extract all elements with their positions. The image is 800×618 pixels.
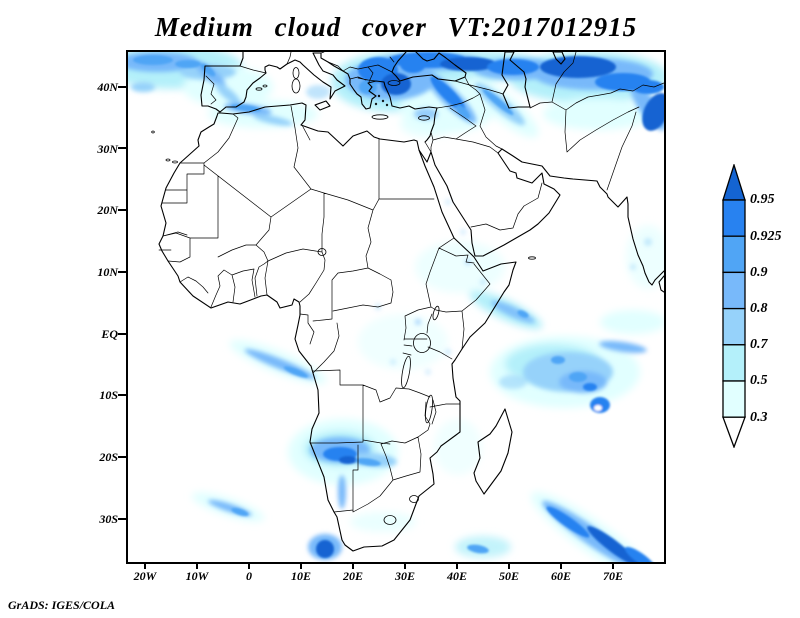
lon-label-50e: 50E <box>498 569 519 583</box>
lat-label-eq: EQ <box>101 327 118 341</box>
lon-label-30e: 30E <box>394 569 415 583</box>
lat-tick <box>118 86 126 88</box>
lat-label-40n: 40N <box>97 80 118 94</box>
lat-tick <box>118 394 126 396</box>
lat-label-10n: 10N <box>97 265 118 279</box>
lon-label-60e: 60E <box>550 569 571 583</box>
cloud-shading-layer <box>128 52 664 562</box>
coastline-layer <box>151 52 664 552</box>
lon-tick <box>560 562 562 569</box>
lon-label-40e: 40E <box>446 569 467 583</box>
colorbar-label: 0.8 <box>750 301 768 316</box>
lat-label-20n: 20N <box>97 203 118 217</box>
lat-tick <box>118 456 126 458</box>
lat-label-30n: 30N <box>97 142 118 156</box>
lon-label-10w: 10W <box>185 569 209 583</box>
colorbar-segment <box>722 235 746 274</box>
lon-label-0: 0 <box>246 569 252 583</box>
country-border-layer <box>158 52 664 525</box>
colorbar-label: 0.7 <box>750 337 768 352</box>
lon-label-70e: 70E <box>602 569 623 583</box>
lat-label-20s: 20S <box>99 450 118 464</box>
lat-label-10s: 10S <box>99 388 118 402</box>
lon-tick <box>144 562 146 569</box>
lakes-layer <box>317 248 440 424</box>
colorbar <box>722 164 746 448</box>
colorbar-segment <box>722 307 746 346</box>
colorbar-top-arrow <box>722 164 746 201</box>
colorbar-label: 0.5 <box>750 373 768 388</box>
lon-label-20w: 20W <box>133 569 157 583</box>
lat-tick <box>118 209 126 211</box>
colorbar-segment <box>722 199 746 237</box>
lon-tick <box>508 562 510 569</box>
colorbar-segment <box>722 344 746 382</box>
lon-label-20e: 20E <box>342 569 363 583</box>
lon-tick <box>196 562 198 569</box>
grads-credit: GrADS: IGES/COLA <box>8 598 116 612</box>
colorbar-label: 0.925 <box>750 229 782 244</box>
lon-tick <box>352 562 354 569</box>
africa-map-canvas <box>128 52 664 562</box>
lat-label-30s: 30S <box>99 512 118 526</box>
lat-tick <box>118 333 126 335</box>
lat-tick <box>118 271 126 273</box>
map-plot-frame <box>126 50 666 564</box>
lon-tick <box>300 562 302 569</box>
colorbar-segment <box>722 271 746 310</box>
colorbar-bottom-arrow <box>722 416 746 448</box>
lon-label-10e: 10E <box>290 569 311 583</box>
lon-tick <box>612 562 614 569</box>
lon-tick <box>248 562 250 569</box>
lat-tick <box>118 147 126 149</box>
colorbar-label: 0.3 <box>750 410 768 425</box>
colorbar-label: 0.95 <box>750 192 775 207</box>
lat-tick <box>118 518 126 520</box>
lon-tick <box>404 562 406 569</box>
colorbar-label: 0.9 <box>750 265 768 280</box>
plot-title: Medium cloud cover VT:2017012915 <box>154 12 638 42</box>
lon-tick <box>456 562 458 569</box>
colorbar-segment <box>722 380 746 418</box>
